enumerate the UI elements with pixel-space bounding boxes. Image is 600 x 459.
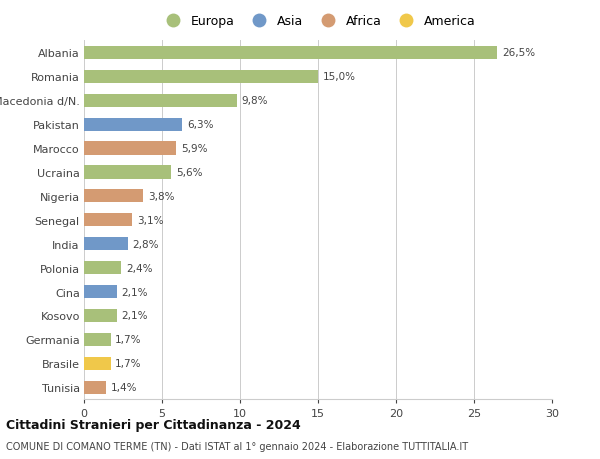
Bar bbox=[84, 309, 117, 322]
Text: 3,1%: 3,1% bbox=[137, 215, 164, 225]
Text: 6,3%: 6,3% bbox=[187, 120, 214, 130]
Text: 5,6%: 5,6% bbox=[176, 168, 203, 178]
Text: 1,4%: 1,4% bbox=[110, 382, 137, 392]
Bar bbox=[84, 214, 133, 227]
Text: 2,1%: 2,1% bbox=[121, 287, 148, 297]
Bar bbox=[84, 238, 128, 251]
Bar bbox=[84, 71, 318, 84]
Text: 2,1%: 2,1% bbox=[121, 311, 148, 321]
Text: 2,4%: 2,4% bbox=[126, 263, 152, 273]
Bar bbox=[84, 381, 106, 394]
Bar bbox=[84, 166, 172, 179]
Bar bbox=[84, 47, 497, 60]
Bar bbox=[84, 285, 117, 298]
Text: 9,8%: 9,8% bbox=[242, 96, 268, 106]
Text: 2,8%: 2,8% bbox=[133, 239, 159, 249]
Text: 1,7%: 1,7% bbox=[115, 335, 142, 345]
Bar bbox=[84, 142, 176, 155]
Bar bbox=[84, 357, 110, 370]
Bar bbox=[84, 190, 143, 203]
Text: 3,8%: 3,8% bbox=[148, 191, 175, 202]
Text: 5,9%: 5,9% bbox=[181, 144, 207, 154]
Text: 1,7%: 1,7% bbox=[115, 358, 142, 369]
Bar bbox=[84, 262, 121, 274]
Text: 15,0%: 15,0% bbox=[323, 72, 356, 82]
Bar bbox=[84, 95, 237, 107]
Text: 26,5%: 26,5% bbox=[502, 48, 535, 58]
Bar bbox=[84, 333, 110, 346]
Bar bbox=[84, 118, 182, 131]
Legend: Europa, Asia, Africa, America: Europa, Asia, Africa, America bbox=[160, 15, 476, 28]
Text: COMUNE DI COMANO TERME (TN) - Dati ISTAT al 1° gennaio 2024 - Elaborazione TUTTI: COMUNE DI COMANO TERME (TN) - Dati ISTAT… bbox=[6, 441, 468, 451]
Text: Cittadini Stranieri per Cittadinanza - 2024: Cittadini Stranieri per Cittadinanza - 2… bbox=[6, 418, 301, 431]
